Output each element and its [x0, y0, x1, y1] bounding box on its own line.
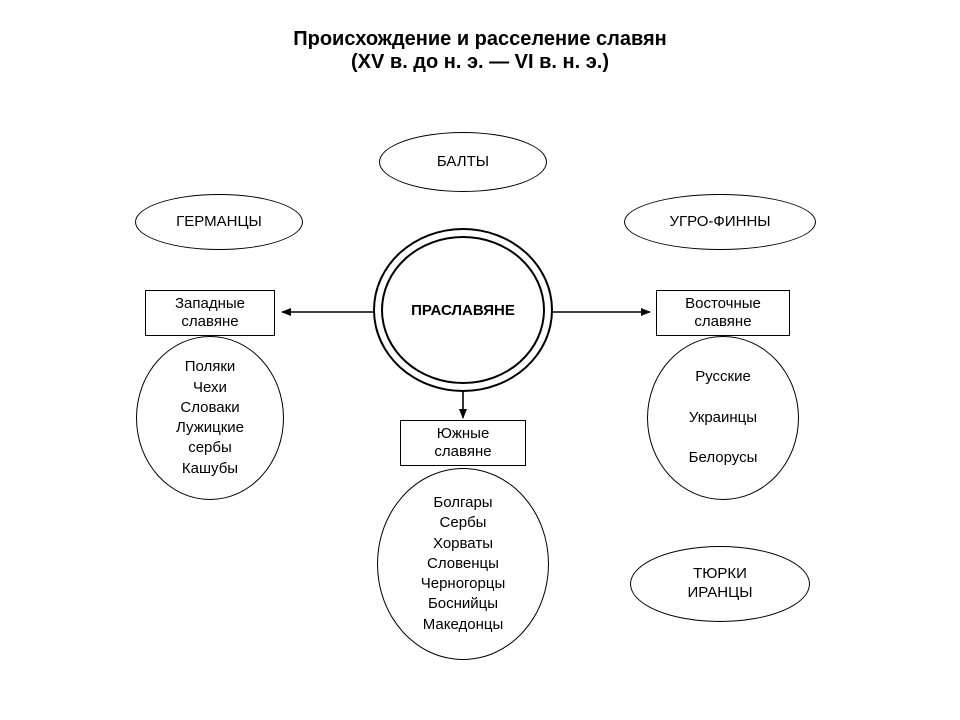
branch-peoples-east: Русские Украинцы Белорусы	[647, 336, 799, 500]
neighbor-label: ТЮРКИ ИРАНЦЫ	[682, 561, 759, 607]
branch-box-label: Восточные славяне	[679, 293, 767, 333]
branch-peoples-south: Болгары Сербы Хорваты Словенцы Черногорц…	[377, 468, 549, 660]
branch-box-label: Южные славяне	[428, 423, 497, 463]
neighbor-turki: ТЮРКИ ИРАНЦЫ	[630, 546, 810, 622]
neighbor-label: УГРО-ФИННЫ	[663, 209, 776, 236]
branch-peoples-list: Поляки Чехи Словаки Лужицкие сербы Кашуб…	[176, 357, 244, 479]
neighbor-ugrofin: УГРО-ФИННЫ	[624, 194, 816, 250]
diagram-title: Происхождение и расселение славян (XV в.…	[0, 28, 960, 74]
branch-box-south: Южные славяне	[400, 420, 526, 466]
branch-box-west: Западные славяне	[145, 290, 275, 336]
branch-peoples-west: Поляки Чехи Словаки Лужицкие сербы Кашуб…	[136, 336, 284, 500]
neighbor-germancy: ГЕРМАНЦЫ	[135, 194, 303, 250]
branch-peoples-list: Болгары Сербы Хорваты Словенцы Черногорц…	[421, 493, 506, 635]
neighbor-balty: БАЛТЫ	[379, 132, 547, 192]
branch-box-label: Западные славяне	[169, 293, 251, 333]
title-line-1: Происхождение и расселение славян	[0, 28, 960, 51]
neighbor-label: ГЕРМАНЦЫ	[170, 209, 268, 236]
center-node: ПРАСЛАВЯНЕ	[381, 236, 545, 384]
branch-peoples-list: Русские Украинцы Белорусы	[689, 367, 758, 468]
title-line-2: (XV в. до н. э. — VI в. н. э.)	[0, 51, 960, 74]
neighbor-label: БАЛТЫ	[431, 149, 495, 176]
center-label: ПРАСЛАВЯНЕ	[411, 302, 515, 319]
branch-box-east: Восточные славяне	[656, 290, 790, 336]
